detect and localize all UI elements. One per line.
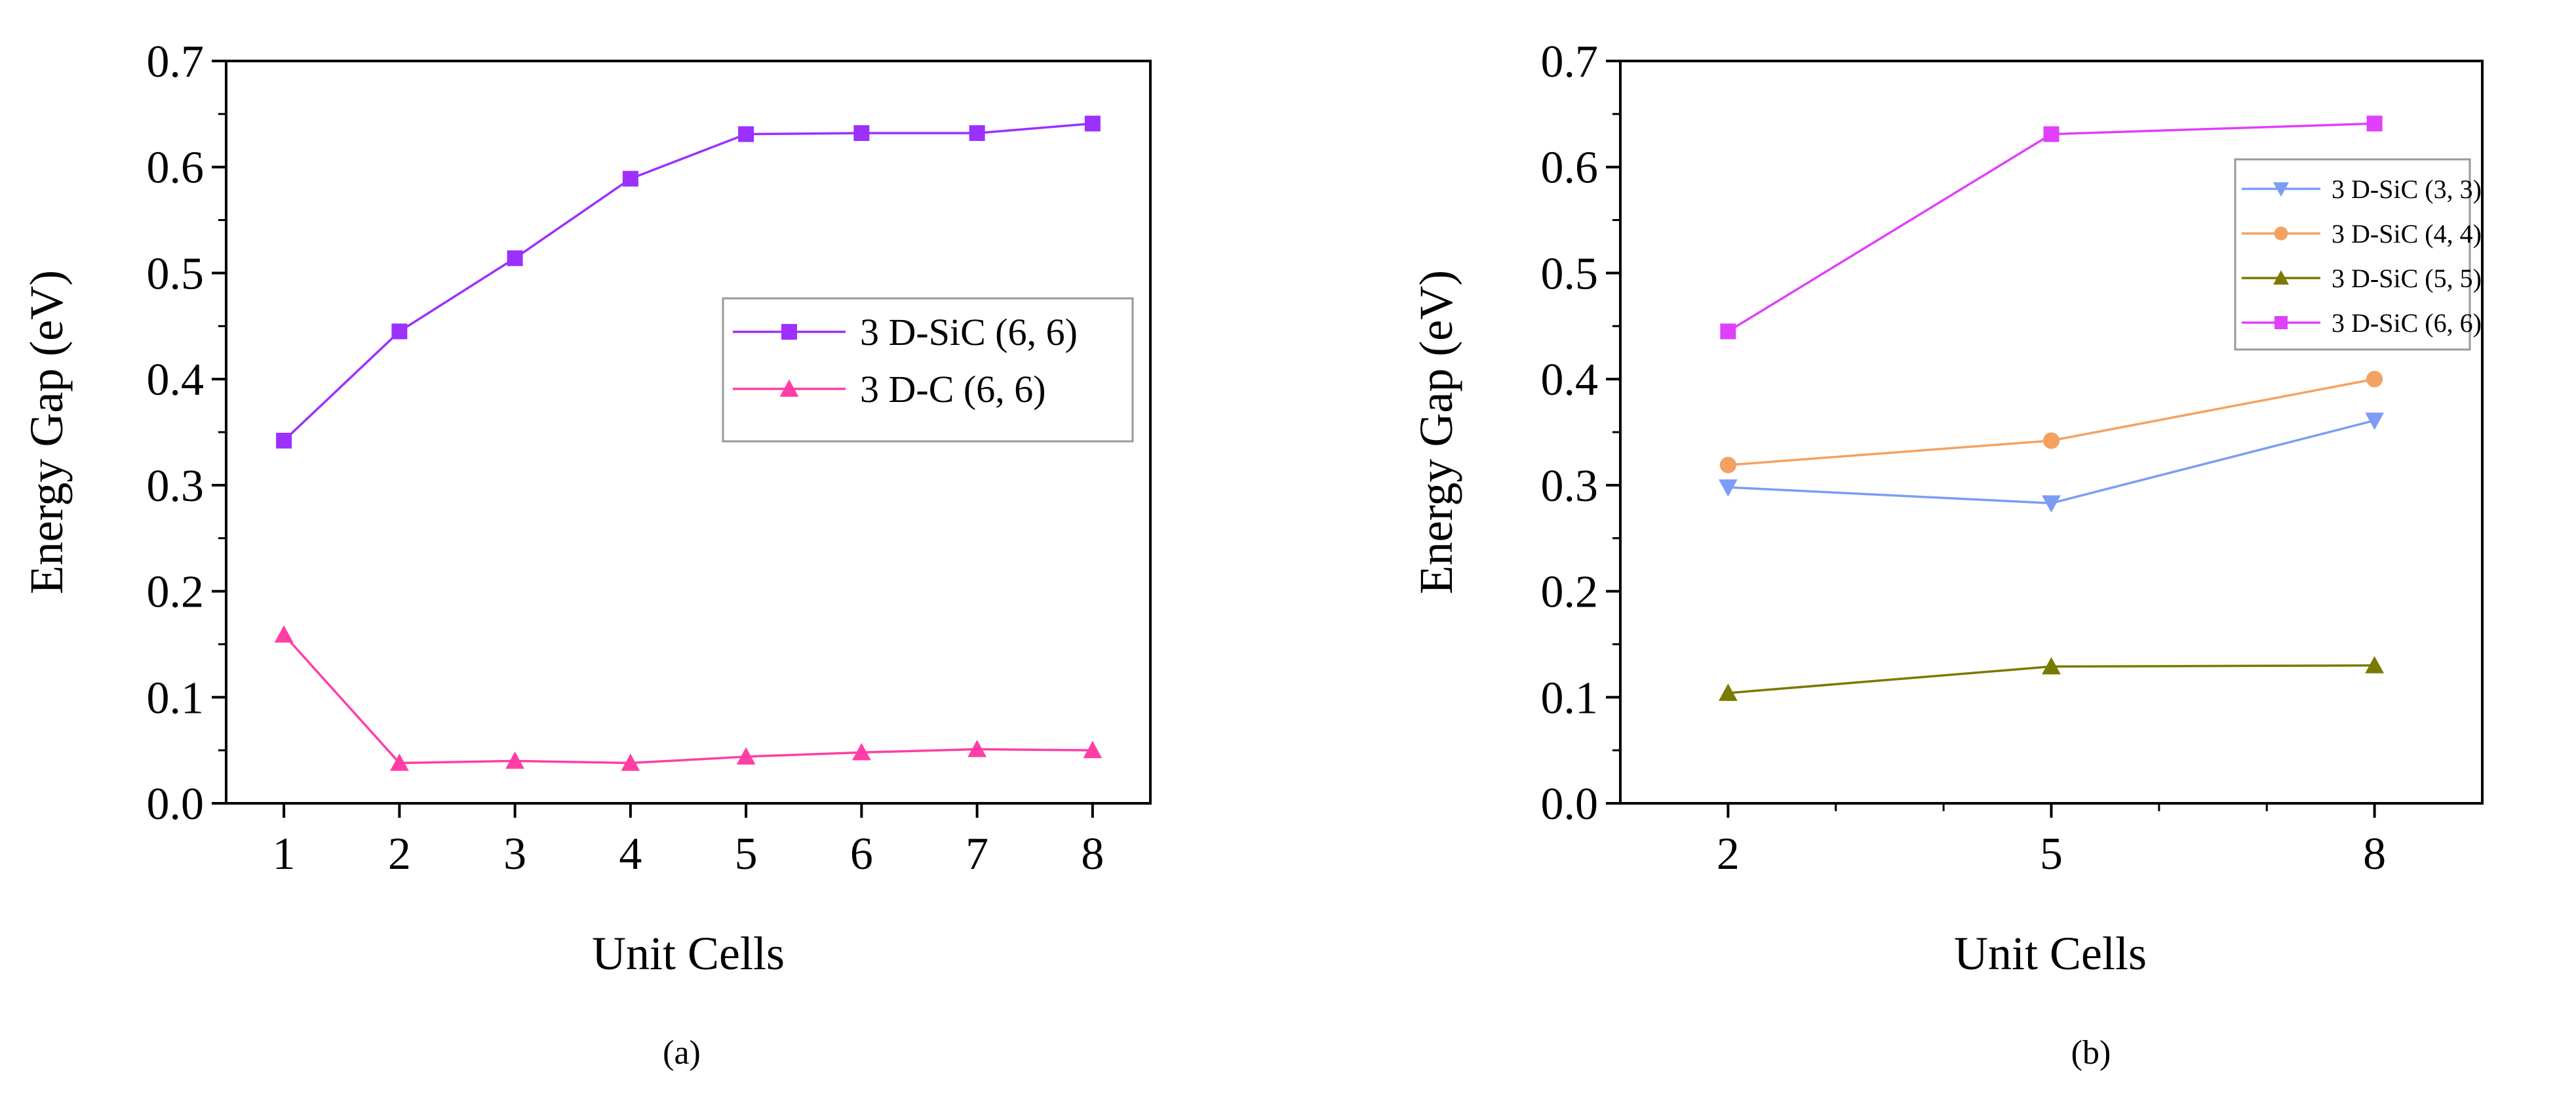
chart-b-y-axis-title: Energy Gap (eV) bbox=[1410, 270, 1462, 594]
chart-b-legend: 3 D-SiC (3, 3) 3 D-SiC (4, 4) 3 D-SiC (5, … bbox=[2234, 158, 2482, 351]
chart-b-series-1-point bbox=[2365, 412, 2385, 430]
chart-a-series-1-point bbox=[969, 125, 985, 141]
chart-a-series-line-1 bbox=[283, 122, 1093, 442]
chart-b-series-3-point bbox=[2365, 656, 2385, 673]
chart-b-series-1-point bbox=[1718, 479, 1738, 497]
chart-a-series-2-point bbox=[1083, 740, 1103, 759]
chart-a-y-tick-label: 0.5 bbox=[147, 249, 205, 299]
chart-a-series-1-point bbox=[507, 250, 523, 266]
chart-a-y-axis-title: Energy Gap (eV) bbox=[20, 270, 73, 594]
chart-b-series-2-point bbox=[2042, 432, 2060, 449]
chart-b-series-4-point bbox=[2366, 115, 2383, 132]
chart-a-caption: (a) bbox=[663, 1034, 701, 1072]
chart-a-x-tick-label: 8 bbox=[1081, 829, 1104, 879]
chart-a-y-tick-label: 0.0 bbox=[147, 779, 205, 830]
chart-a-legend-label: 3 D-SiC (6, 6) bbox=[860, 311, 1078, 353]
chart-a-series-1-point bbox=[738, 126, 754, 142]
chart-a-x-tick-label: 5 bbox=[735, 829, 758, 879]
chart-a-series-2-point bbox=[851, 742, 871, 761]
chart-a-series-2-point bbox=[274, 625, 294, 643]
chart-a-x-tick-label: 4 bbox=[619, 829, 642, 879]
chart-b-y-tick-label: 0.1 bbox=[1541, 673, 1599, 723]
chart-b-legend-label: 3 D-SiC (3, 3) bbox=[2332, 174, 2482, 204]
chart-a-x-tick-label: 2 bbox=[388, 829, 411, 879]
chart-b-series-line-2 bbox=[1728, 378, 2375, 466]
chart-a: 0.0 0.1 0.2 0.3 0.4 0.5 0.6 0.7 1 2 3 4 5 6 7 8 Unit Ce… bbox=[20, 37, 1152, 1072]
chart-a-y-tick-label: 0.4 bbox=[147, 355, 205, 405]
chart-b-x-tick-label: 5 bbox=[2040, 829, 2063, 879]
chart-b-legend-label: 3 D-SiC (4, 4) bbox=[2332, 219, 2482, 249]
chart-b-legend-box bbox=[2234, 158, 2471, 351]
chart-b-x-axis-title: Unit Cells bbox=[1954, 927, 2147, 980]
chart-a-series-2-point bbox=[967, 740, 987, 757]
chart-b-y-tick-label: 0.4 bbox=[1541, 355, 1599, 405]
chart-a-x-tick-label: 6 bbox=[850, 829, 873, 879]
chart-a-y-tick-label: 0.2 bbox=[147, 567, 205, 618]
chart-b-series-2-point bbox=[2366, 371, 2383, 388]
chart-b-y-tick-label: 0.6 bbox=[1541, 143, 1599, 193]
chart-a-legend-swatch-marker bbox=[779, 379, 799, 397]
chart-b-y-tick-label: 0.7 bbox=[1541, 37, 1599, 87]
chart-a-series-1-point bbox=[622, 170, 638, 187]
chart-b-y-tick-label: 0.5 bbox=[1541, 249, 1599, 299]
chart-a-legend-swatch-marker bbox=[781, 324, 797, 340]
chart-b-x-tick-label: 8 bbox=[2363, 829, 2386, 879]
chart-b-y-tick-label: 0.2 bbox=[1541, 567, 1599, 618]
chart-a-legend-box bbox=[722, 297, 1134, 443]
chart-b-x-tick-label: 2 bbox=[1717, 829, 1740, 879]
chart-b-y-tick-label: 0.0 bbox=[1541, 779, 1599, 830]
chart-a-y-tick-label: 0.3 bbox=[147, 461, 205, 511]
chart-a-series-2-point bbox=[389, 753, 409, 771]
chart-a-x-tick-label: 3 bbox=[503, 829, 526, 879]
chart-a-series-1-point bbox=[276, 432, 292, 449]
chart-b-series-3-point bbox=[2042, 656, 2061, 675]
chart-a-y-tick-label: 0.6 bbox=[147, 143, 205, 193]
chart-a-y-tick-label: 0.1 bbox=[147, 673, 205, 723]
chart-b-y-tick-label: 0.3 bbox=[1541, 461, 1599, 511]
chart-a-x-axis-title: Unit Cells bbox=[592, 927, 785, 980]
chart-b: 0.0 0.1 0.2 0.3 0.4 0.5 0.6 0.7 2 5 8 Unit Cells E… bbox=[1410, 37, 2484, 1072]
chart-b-legend-swatch-marker bbox=[2274, 226, 2288, 241]
chart-a-x-tick-label: 1 bbox=[273, 829, 296, 879]
chart-a-series-1-point bbox=[853, 125, 870, 141]
chart-b-series-4-point bbox=[1720, 323, 1736, 340]
chart-b-legend-swatch-marker bbox=[2274, 316, 2288, 329]
chart-a-legend-label: 3 D-C (6, 6) bbox=[860, 368, 1046, 411]
chart-a-series-2-point bbox=[621, 753, 640, 771]
chart-a-series-1-point bbox=[1084, 115, 1101, 132]
chart-b-caption: (b) bbox=[2071, 1034, 2111, 1072]
chart-b-legend-label: 3 D-SiC (6, 6) bbox=[2332, 308, 2482, 338]
chart-b-legend-label: 3 D-SiC (5, 5) bbox=[2332, 264, 2482, 293]
chart-a-y-tick-label: 0.7 bbox=[147, 37, 205, 87]
chart-b-series-2-point bbox=[1719, 456, 1736, 473]
chart-b-legend-swatch-marker bbox=[2273, 182, 2289, 197]
chart-b-legend-swatch-marker bbox=[2273, 270, 2289, 285]
chart-a-series-2-point bbox=[736, 747, 756, 765]
chart-b-series-1-point bbox=[2042, 495, 2061, 513]
chart-a-series-1-point bbox=[391, 323, 408, 340]
chart-a-series-line-2 bbox=[283, 633, 1093, 765]
chart-b-series-4-point bbox=[2043, 126, 2059, 142]
chart-a-legend: 3 D-SiC (6, 6) 3 D-C (6, 6) bbox=[722, 297, 1134, 443]
chart-b-series-3-point bbox=[1718, 683, 1738, 701]
chart-a-x-tick-label: 7 bbox=[966, 829, 988, 879]
chart-a-series-2-point bbox=[505, 751, 525, 769]
